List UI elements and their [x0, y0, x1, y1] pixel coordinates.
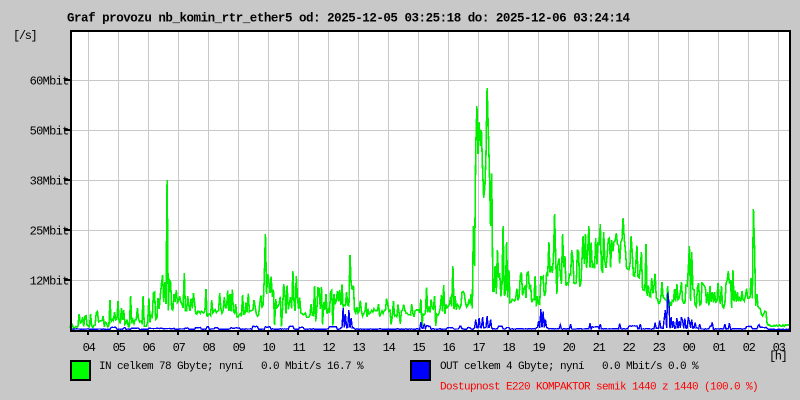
svg-text:Dostupnost E220 KOMPAKTOR semi: Dostupnost E220 KOMPAKTOR semik 1440 z 1…	[440, 382, 758, 394]
svg-text:20: 20	[563, 341, 576, 355]
svg-text:10: 10	[263, 341, 276, 355]
svg-text:60Mbit: 60Mbit	[30, 74, 69, 88]
svg-text:06: 06	[143, 341, 156, 355]
svg-text:21: 21	[593, 341, 606, 355]
svg-text:15: 15	[413, 341, 426, 355]
svg-text:23: 23	[653, 341, 666, 355]
svg-text:12: 12	[323, 341, 336, 355]
svg-text:16: 16	[443, 341, 456, 355]
svg-text:13: 13	[353, 341, 366, 355]
svg-text:07: 07	[173, 341, 186, 355]
svg-text:09: 09	[233, 341, 246, 355]
svg-text:11: 11	[293, 341, 306, 355]
svg-text:50Mbit: 50Mbit	[30, 124, 69, 138]
svg-text:00: 00	[683, 341, 696, 355]
svg-text:[h]: [h]	[769, 350, 787, 364]
svg-text:Graf provozu nb_komin_rtr_ethe: Graf provozu nb_komin_rtr_ether5 od: 202…	[67, 12, 630, 26]
svg-text:IN celkem 78 Gbyte; nyní 0.0: IN celkem 78 Gbyte; nyní 0.0 Mbit/s 16.7…	[99, 361, 364, 373]
svg-text:02: 02	[743, 341, 756, 355]
svg-text:05: 05	[113, 341, 126, 355]
svg-text:12Mbit: 12Mbit	[30, 274, 69, 288]
svg-text:22: 22	[623, 341, 636, 355]
svg-text:25Mbit: 25Mbit	[30, 224, 69, 238]
svg-text:14: 14	[383, 341, 396, 355]
svg-text:08: 08	[203, 341, 216, 355]
svg-text:[/s]: [/s]	[13, 29, 36, 43]
svg-text:19: 19	[533, 341, 546, 355]
svg-text:04: 04	[83, 341, 96, 355]
svg-text:03: 03	[773, 341, 786, 355]
svg-text:01: 01	[713, 341, 726, 355]
svg-text:OUT celkem 4 Gbyte; nyní 0.0: OUT celkem 4 Gbyte; nyní 0.0 Mbit/s 0.0 …	[440, 361, 699, 373]
svg-text:17: 17	[473, 341, 486, 355]
svg-text:38Mbit: 38Mbit	[30, 174, 69, 188]
svg-text:18: 18	[503, 341, 516, 355]
